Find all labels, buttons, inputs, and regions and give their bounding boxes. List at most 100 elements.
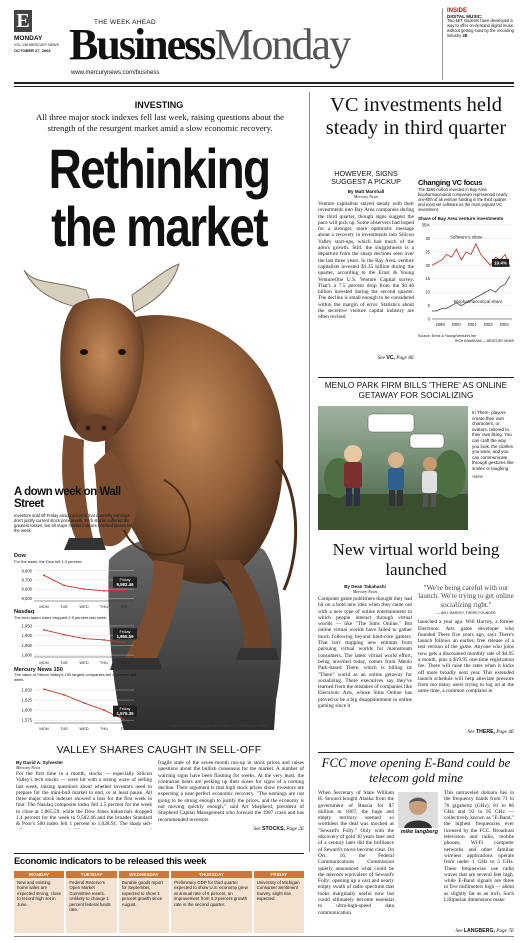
section-day: MONDAY: [14, 35, 43, 42]
index-point: [43, 688, 45, 691]
there-byline-org: Mercury News: [352, 589, 378, 594]
callout-label: Friday: [119, 629, 130, 634]
x-tick-label: 1999: [435, 322, 445, 327]
x-tick-label: TUE: [60, 660, 68, 665]
vc-bottom-rule: [318, 377, 514, 378]
vc-focus-panel: Changing VC focus The $260 million inves…: [418, 178, 514, 344]
indicators-headline: Economic indicators to be released this …: [14, 856, 207, 867]
indicator-text: Preliminary GDP for third quarter expect…: [171, 878, 252, 933]
indicator-friday: FRIDAY University of Michigan Consumer S…: [253, 871, 305, 933]
index-point: [43, 574, 45, 577]
y-tick-label: 1,575: [22, 718, 33, 723]
there-avatars-image: [318, 406, 468, 530]
inside-head: DIGITAL MUSIC:: [447, 14, 483, 19]
y-tick-label: 20: [425, 262, 430, 267]
inside-teaser[interactable]: Two MIT students have developed a way to…: [447, 18, 514, 38]
vc-byline: By Matt Marshall: [347, 189, 385, 194]
dow-chart-title: Dow: [14, 553, 26, 559]
main-headline-line1: Rethinking: [48, 137, 271, 200]
there-jump[interactable]: See THERE, Page 4E: [467, 729, 514, 736]
callout-box: [113, 628, 137, 640]
section-letter-badge: E: [14, 10, 32, 32]
virtual-world-headline: New virtual world being launched: [332, 540, 500, 579]
x-tick-label: MON: [39, 604, 48, 609]
y-tick-label: 30: [425, 235, 430, 240]
there-pull-quote: "We're being careful with our launch. We…: [418, 584, 514, 609]
indicator-text: Durable goods report for September, expe…: [118, 878, 170, 933]
nasdaq-chart: 1,950 1,900 1,850 1,800 MON TUE WED THU FRI Frida…: [22, 623, 137, 665]
x-tick-label: THU: [100, 660, 108, 665]
there-caption: In There, players create their own chara…: [472, 410, 514, 480]
indicators-top-rule: [14, 853, 304, 854]
callout-value: 9,582.46: [116, 582, 134, 587]
dow-chart-subtitle: For the week, the Dow fell 1.4 percent.: [14, 559, 83, 564]
x-tick-label: THU: [100, 604, 108, 609]
index-point: [63, 584, 65, 587]
y-tick-label: 9,700: [22, 577, 33, 582]
vc-share-chart: 35% 30 25 20 15 10 5 0 1999 2000 2001 2002 2003 Softw…: [422, 222, 512, 327]
down-week-headline: A down week on Wall Street: [14, 486, 121, 510]
fcc-headline: FCC move opening E-Band could be telecom…: [321, 756, 511, 785]
indicator-day-label: FRIDAY: [253, 871, 305, 878]
index-point: [83, 588, 85, 590]
valley-jump[interactable]: See STOCKS, Page 2E: [253, 826, 304, 832]
vc-chart-source: Source: Ernst & Young/VentureOne: [418, 333, 476, 338]
mn150-chart-block: Mercury News 150 The value of Silicon Va…: [14, 667, 138, 737]
y-tick-label: 1,800: [22, 653, 33, 658]
there-byline: By Dean Takahashi: [344, 584, 386, 589]
edition-line: VOL 138 MERCURY NEWS: [14, 43, 59, 47]
x-tick-label: 2003: [499, 322, 509, 327]
index-point: [83, 702, 85, 704]
fcc-jump[interactable]: See LANGBERG, Page 7E: [455, 928, 514, 934]
indicator-text: New and existing home sales are expected…: [14, 878, 65, 933]
x-tick-label: FRI: [121, 726, 127, 731]
x-tick-label: FRI: [121, 604, 127, 609]
valley-byline: By David A. Sylvester: [16, 760, 64, 765]
x-tick-label: WED: [79, 726, 88, 731]
menlo-headline: MENLO PARK FIRM BILLS 'THERE' AS ONLINE …: [324, 381, 508, 400]
indicator-day-label: WEDNESDAY: [118, 871, 170, 878]
valley-headline: VALLEY SHARES CAUGHT IN SELL-OFF: [56, 744, 262, 756]
indicator-day-label: TUESDAY: [66, 871, 117, 878]
vc-subhead: HOWEVER, SIGNS SUGGEST A PICKUP: [331, 169, 401, 186]
vc-headline: VC investments held steady in third quar…: [325, 94, 507, 139]
vc-jump[interactable]: See VC, Page 8E: [377, 355, 414, 361]
x-tick-label: WED: [79, 660, 88, 665]
vc-chart-credit: RICH KAWAKAMI — MERCURY NEWS: [455, 338, 514, 343]
indicator-text: Federal Reserve's Open Market Committee …: [66, 878, 117, 933]
there-pull-quote-attr: — WILL HARVEY, THERE FOUNDER: [436, 611, 496, 616]
masthead-rule-thick: [14, 82, 514, 84]
callout-box: [113, 705, 137, 717]
there-col1-text: Computer game publishers thought they ha…: [318, 596, 412, 710]
main-headline-line2: the market: [51, 195, 268, 258]
x-tick-label: 2002: [483, 322, 493, 327]
indicator-wednesday: WEDNESDAY Durable goods report for Septe…: [118, 871, 170, 933]
vc-focus-subtitle: The $260 million invested in Bay Area bi…: [418, 187, 508, 212]
fcc-col2-text: This untraveled domain lies in the frequ…: [444, 790, 514, 904]
index-point: [103, 639, 105, 641]
indicator-day-label: MONDAY: [14, 871, 65, 878]
thinking-bull-illustration: [23, 263, 298, 730]
nasdaq-chart-block: Nasdaq The tech-laden index dropped 2.5 …: [14, 609, 138, 671]
page-bottom-rule: [14, 936, 514, 937]
there-col1: By Dean Takahashi Mercury News Computer …: [318, 584, 412, 742]
columnist-mug: mike langberg: [398, 792, 438, 836]
y-tick-label: 0: [428, 316, 431, 321]
illustration-credit: ILLUSTRATION BY DOUG BRESWELL — MERCURY …: [170, 724, 269, 728]
indicator-thursday: THURSDAY Preliminary GDP for third quart…: [171, 871, 252, 933]
index-point: [103, 590, 105, 592]
fcc-col1-text: When Secretary of State William H. Sewar…: [318, 790, 394, 916]
x-tick-label: 2000: [451, 322, 461, 327]
masthead-title-business: Business: [69, 20, 216, 69]
investing-deck: All three major stock indexes fell last …: [35, 112, 284, 133]
callout-box: [113, 576, 137, 588]
column-divider: [309, 92, 310, 852]
x-tick-label: FRI: [121, 660, 127, 665]
vc-chart-title: Share of Bay Area venture investments: [418, 215, 504, 221]
columnist-name: mike langberg: [400, 829, 438, 835]
masthead-url[interactable]: www.mercurynews.com/business: [71, 70, 160, 76]
y-tick-label: 25: [425, 249, 430, 254]
vc-focus-title: Changing VC focus: [418, 178, 483, 187]
fcc-col2: This untraveled domain lies in the frequ…: [444, 790, 514, 934]
index-point: [43, 628, 45, 631]
